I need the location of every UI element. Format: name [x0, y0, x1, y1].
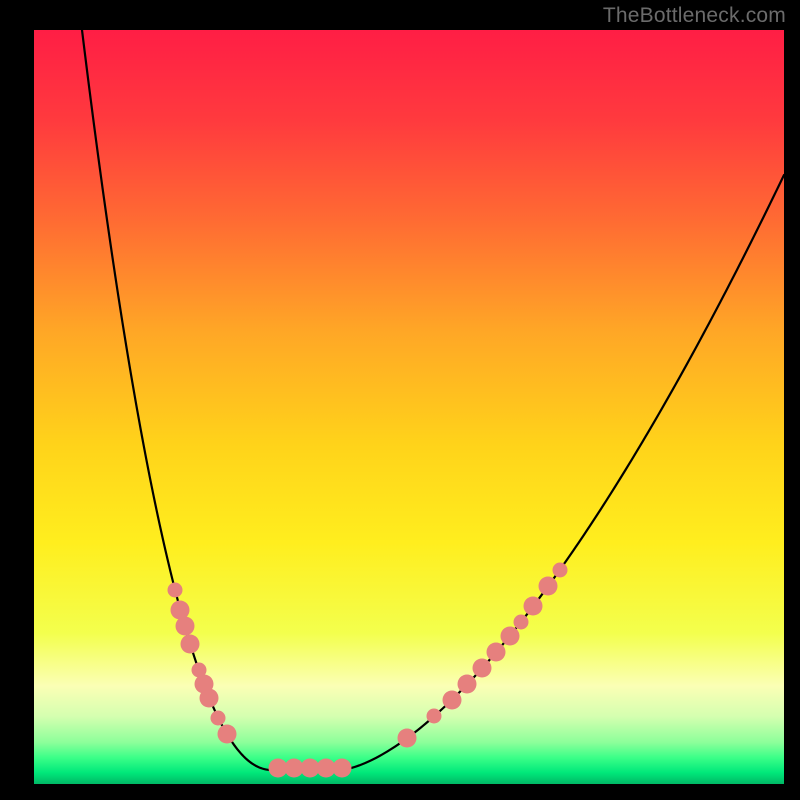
plot-area	[34, 30, 784, 784]
data-point	[487, 643, 506, 662]
watermark-text: TheBottleneck.com	[603, 4, 786, 28]
data-point	[398, 729, 417, 748]
data-point	[211, 711, 226, 726]
data-point	[333, 759, 352, 778]
data-point	[539, 577, 558, 596]
data-point	[427, 709, 442, 724]
data-point	[524, 597, 543, 616]
data-point	[442, 691, 461, 710]
data-point	[500, 627, 519, 646]
data-point	[175, 617, 194, 636]
curve-path	[82, 30, 784, 770]
data-point	[217, 725, 236, 744]
data-point	[513, 615, 528, 630]
data-point	[181, 635, 200, 654]
bottleneck-curve	[34, 30, 784, 784]
data-point	[458, 675, 477, 694]
data-point	[168, 583, 183, 598]
data-point	[552, 563, 567, 578]
data-point	[200, 689, 219, 708]
data-point	[473, 659, 492, 678]
